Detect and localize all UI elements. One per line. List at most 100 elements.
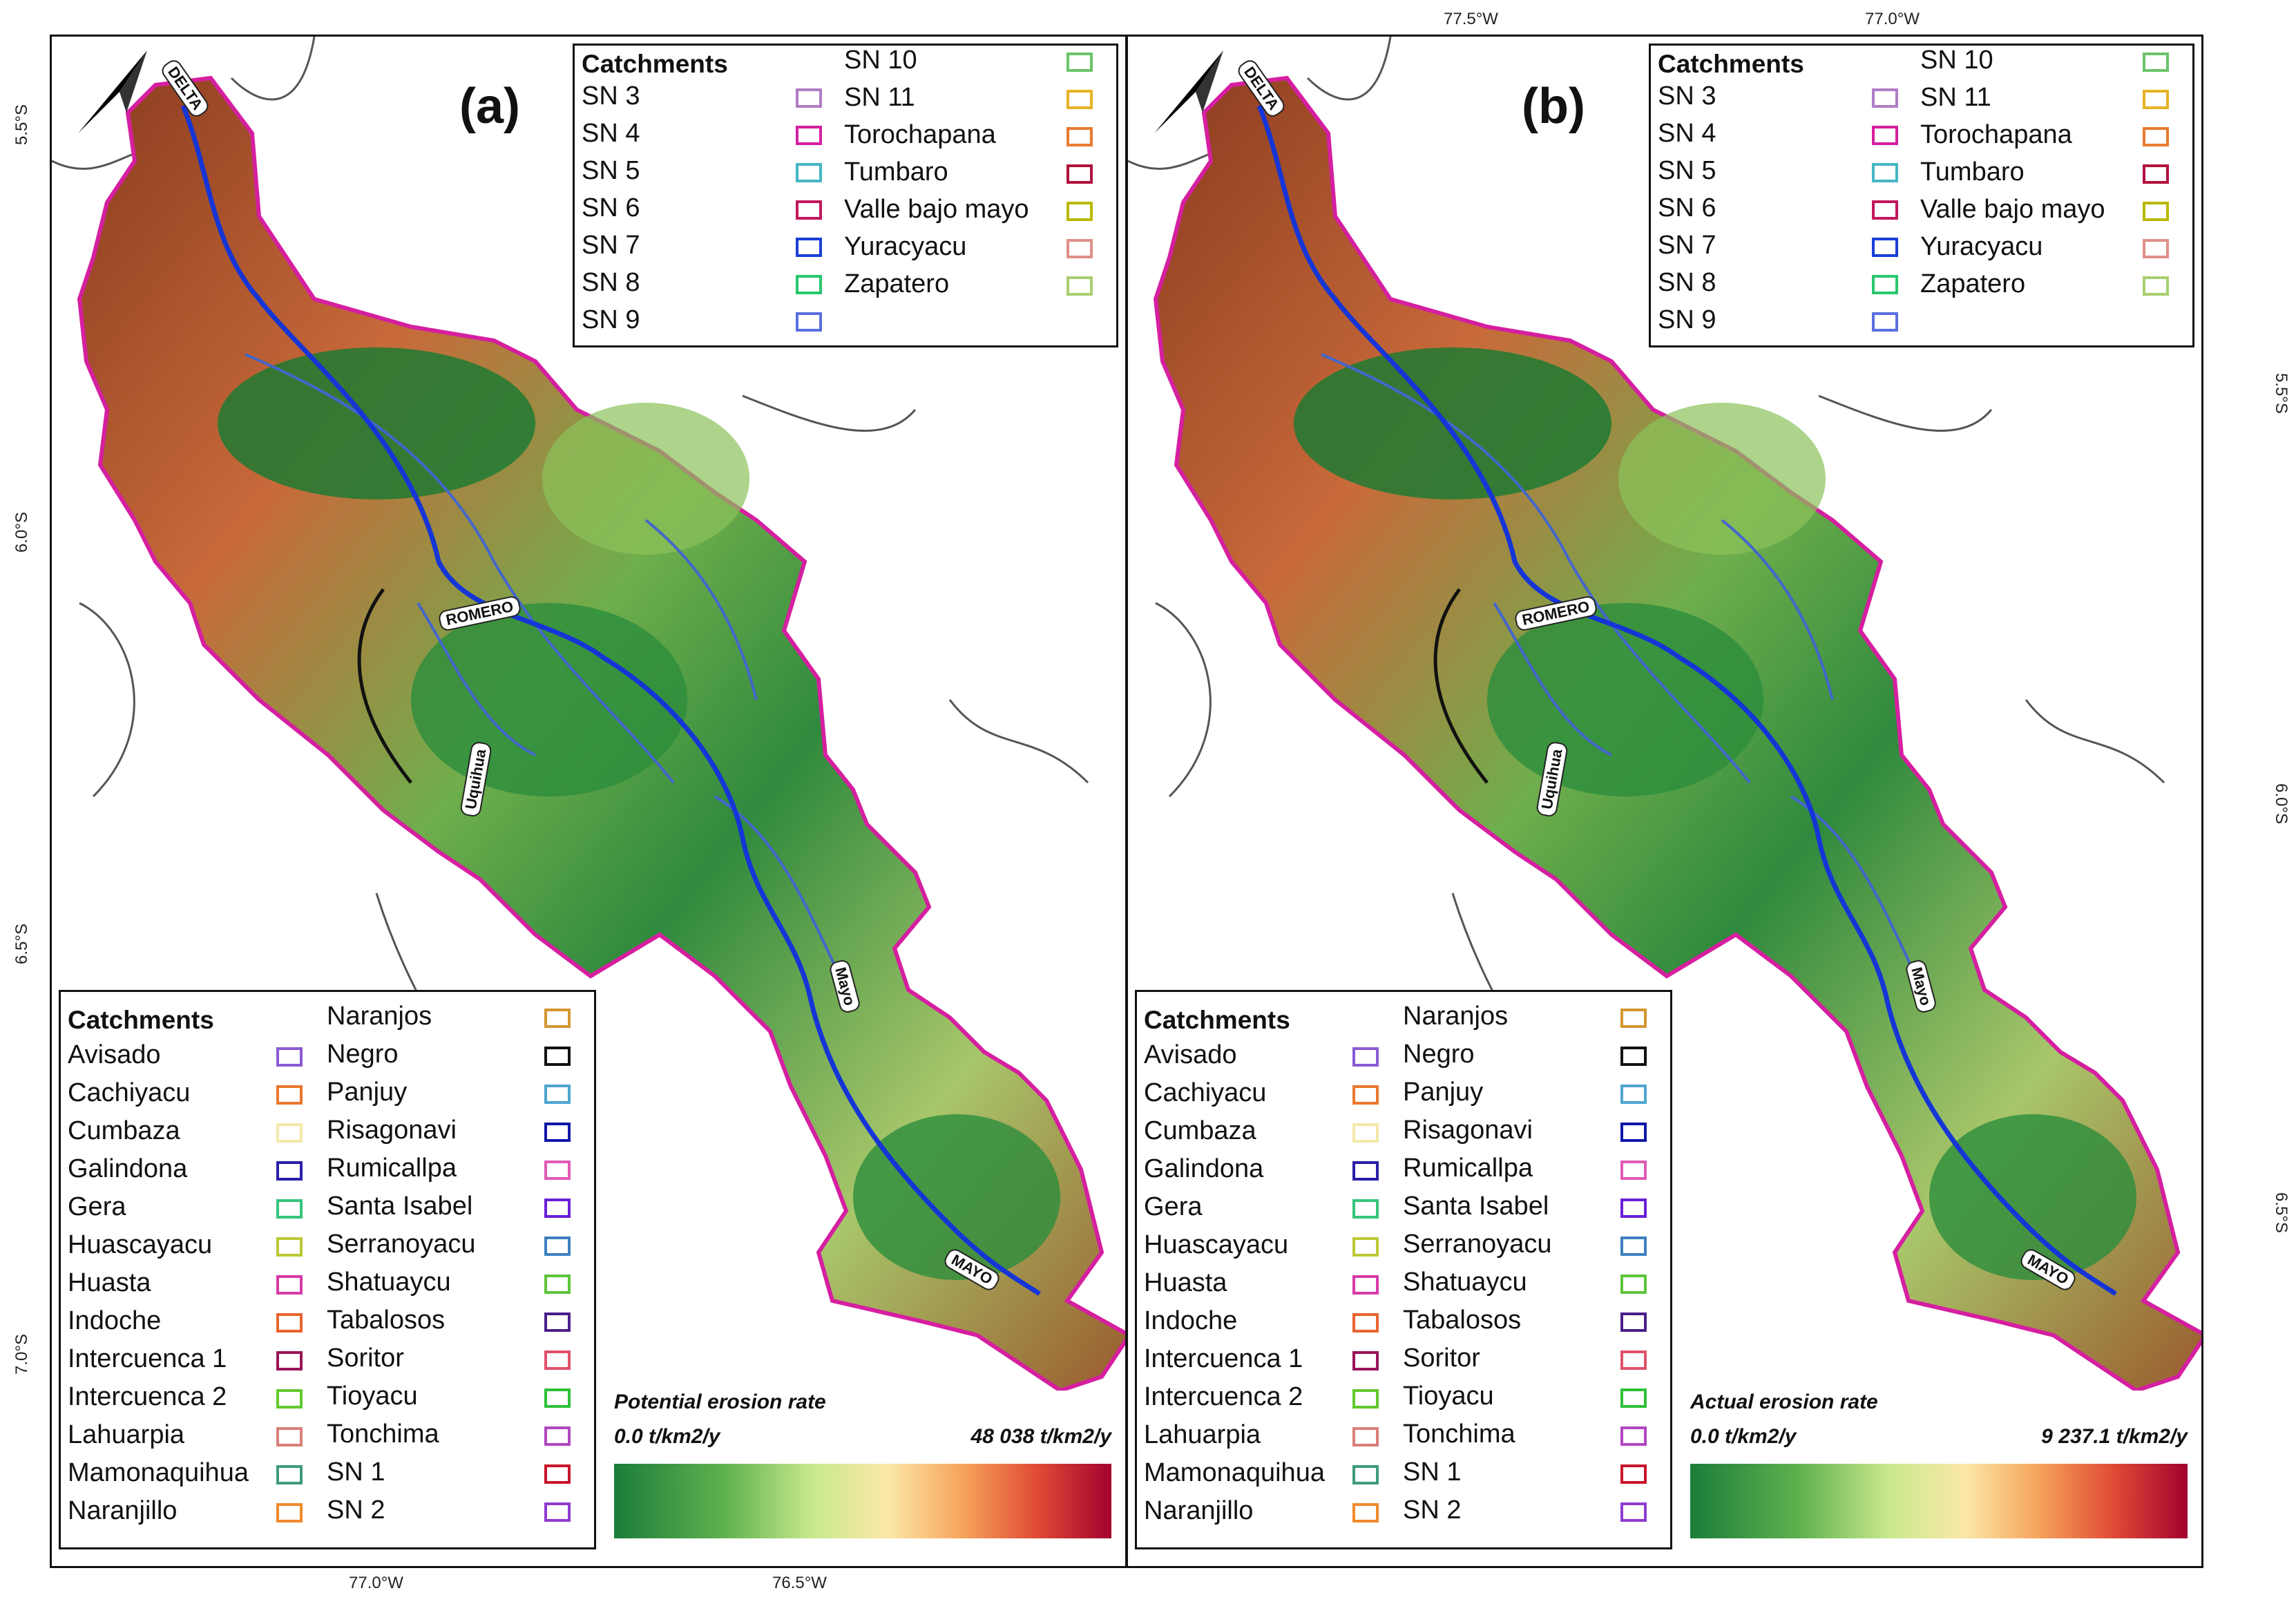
legend-bottom-b: Catchments Avisado Cachiyacu Cumbaza Galind… <box>1135 990 1672 1549</box>
legend-swatch <box>1620 1161 1647 1180</box>
legend-item: Huascayacu <box>68 1230 213 1259</box>
legend-swatch <box>1352 1047 1379 1067</box>
legend-item: SN 6 <box>1658 193 1716 222</box>
lon-tick: 77.0°W <box>1865 10 1920 28</box>
legend-item: SN 7 <box>582 231 640 260</box>
legend-item: Naranjos <box>1403 1002 1509 1031</box>
legend-item: SN 4 <box>582 119 640 148</box>
legend-item: SN 3 <box>582 82 640 111</box>
legend-swatch <box>1620 1199 1647 1218</box>
legend-item: Naranjillo <box>1144 1496 1254 1525</box>
legend-item: Lahuarpia <box>1144 1420 1261 1449</box>
ramp-gradient-bar <box>614 1464 1111 1538</box>
legend-item: Yuracyacu <box>1920 232 2043 261</box>
north-arrow-icon <box>1154 50 1223 133</box>
legend-item: Serranoyacu <box>1403 1230 1552 1259</box>
legend-swatch <box>2143 127 2169 146</box>
legend-item: Santa Isabel <box>1403 1192 1549 1221</box>
legend-item: Tumbaro <box>1920 157 2025 187</box>
legend-swatch <box>544 1502 571 1522</box>
legend-swatch <box>1352 1351 1379 1371</box>
legend-swatch <box>2143 239 2169 258</box>
legend-swatch <box>1872 238 1898 257</box>
legend-swatch <box>276 1465 303 1484</box>
legend-item: SN 9 <box>1658 305 1716 334</box>
legend-swatch <box>1066 127 1093 146</box>
legend-swatch <box>1066 90 1093 109</box>
legend-swatch <box>796 275 822 294</box>
lon-tick: 77.5°W <box>1444 10 1498 28</box>
legend-swatch <box>1066 276 1093 296</box>
legend-item: SN 9 <box>582 305 640 334</box>
legend-swatch <box>796 312 822 332</box>
legend-item: Indoche <box>68 1306 162 1335</box>
legend-item: Intercuenca 2 <box>1144 1382 1303 1411</box>
lat-tick: 6.5°S <box>12 924 31 964</box>
legend-item: SN 11 <box>1920 83 1991 112</box>
legend-item: Naranjos <box>327 1002 432 1031</box>
legend-swatch <box>796 88 822 108</box>
legend-item: Tioyacu <box>327 1382 418 1411</box>
legend-top-b: Catchments SN 3 SN 4 SN 5 SN 6 SN 7 SN 8… <box>1649 44 2194 347</box>
legend-item: SN 1 <box>327 1458 385 1487</box>
legend-swatch <box>1620 1085 1647 1104</box>
legend-swatch <box>1066 202 1093 221</box>
legend-swatch <box>1620 1274 1647 1294</box>
legend-item: Rumicallpa <box>1403 1154 1533 1183</box>
erosion-map-b <box>1128 37 2201 1393</box>
legend-item: Cumbaza <box>1144 1116 1256 1145</box>
legend-swatch <box>276 1237 303 1257</box>
legend-swatch <box>544 1464 571 1484</box>
legend-item: Serranoyacu <box>327 1230 476 1259</box>
legend-item: Avisado <box>68 1040 161 1069</box>
legend-item: SN 10 <box>844 46 917 75</box>
legend-item: SN 8 <box>582 268 640 297</box>
ramp-gradient-bar <box>1690 1464 2188 1538</box>
legend-item: Naranjillo <box>68 1496 178 1525</box>
legend-swatch <box>1066 239 1093 258</box>
ramp-min: 0.0 t/km2/y <box>614 1425 720 1448</box>
legend-swatch <box>544 1085 571 1104</box>
lat-tick: 5.5°S <box>2272 373 2290 414</box>
legend-swatch <box>2143 276 2169 296</box>
legend-swatch <box>1620 1312 1647 1332</box>
legend-item: Shatuaycu <box>327 1268 451 1297</box>
legend-item: Tonchima <box>1403 1420 1515 1449</box>
legend-swatch <box>1352 1427 1379 1447</box>
legend-item: SN 2 <box>1403 1496 1462 1525</box>
legend-item: Negro <box>327 1040 399 1069</box>
legend-swatch <box>544 1123 571 1142</box>
legend-item: Santa Isabel <box>327 1192 473 1221</box>
legend-bottom-a: Catchments Avisado Cachiyacu Cumbaza Galind… <box>59 990 596 1549</box>
legend-swatch <box>1872 126 1898 145</box>
lat-tick: 6.0°S <box>12 512 31 553</box>
legend-swatch <box>1352 1465 1379 1484</box>
legend-swatch <box>544 1009 571 1028</box>
legend-swatch <box>1620 1009 1647 1028</box>
legend-swatch <box>276 1389 303 1409</box>
legend-item: Zapatero <box>844 269 950 298</box>
legend-item: Shatuaycu <box>1403 1268 1527 1297</box>
legend-swatch <box>1872 88 1898 108</box>
legend-item: Lahuarpia <box>68 1420 185 1449</box>
legend-swatch <box>1352 1123 1379 1143</box>
legend-swatch <box>1352 1275 1379 1295</box>
legend-swatch <box>544 1274 571 1294</box>
legend-item: Mamonaquihua <box>1144 1458 1325 1487</box>
legend-swatch <box>544 1161 571 1180</box>
ramp-title: Actual erosion rate <box>1690 1391 1878 1413</box>
legend-item: Huasta <box>68 1268 151 1297</box>
legend-swatch <box>1872 312 1898 332</box>
legend-item: SN 1 <box>1403 1458 1462 1487</box>
legend-item: Valle bajo mayo <box>844 195 1029 224</box>
legend-swatch <box>796 238 822 257</box>
erosion-map-a <box>52 37 1125 1393</box>
legend-item: Huascayacu <box>1144 1230 1289 1259</box>
legend-item: Soritor <box>1403 1344 1480 1373</box>
legend-item: SN 3 <box>1658 82 1716 111</box>
legend-item: Indoche <box>1144 1306 1238 1335</box>
legend-swatch <box>544 1199 571 1218</box>
ramp-max: 48 038 t/km2/y <box>970 1425 1111 1448</box>
legend-swatch <box>544 1237 571 1256</box>
north-arrow-icon <box>78 50 147 133</box>
